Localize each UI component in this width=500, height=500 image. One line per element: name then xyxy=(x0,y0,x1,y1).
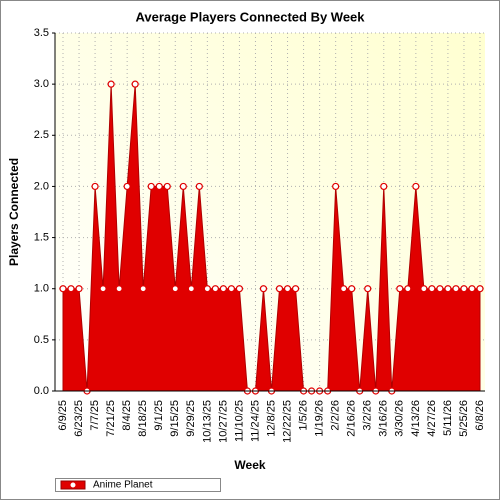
marker xyxy=(348,285,356,293)
marker xyxy=(420,285,428,293)
legend-marker xyxy=(69,481,77,489)
marker xyxy=(219,285,227,293)
x-tick-label: 7/7/25 xyxy=(89,400,101,431)
x-tick-label: 7/21/25 xyxy=(105,400,117,437)
marker xyxy=(99,285,107,293)
marker xyxy=(275,285,284,293)
marker xyxy=(139,285,147,293)
x-tick-label: 3/16/26 xyxy=(378,400,390,437)
y-tick-label: 1.0 xyxy=(34,283,49,295)
marker xyxy=(123,182,131,191)
chart-title: Average Players Connected By Week xyxy=(135,9,365,24)
x-tick-label: 8/4/25 xyxy=(121,400,133,431)
y-tick-label: 2.0 xyxy=(34,180,49,192)
marker xyxy=(412,182,420,191)
marker xyxy=(444,285,452,293)
marker xyxy=(428,285,436,293)
marker xyxy=(476,285,484,293)
x-tick-label: 8/18/25 xyxy=(137,400,149,437)
marker xyxy=(259,285,268,293)
x-tick-label: 11/10/25 xyxy=(233,400,245,442)
x-tick-label: 3/30/26 xyxy=(394,400,406,437)
marker xyxy=(235,285,244,293)
x-tick-label: 1/19/26 xyxy=(314,400,326,437)
marker xyxy=(404,285,412,293)
marker xyxy=(147,182,155,191)
marker xyxy=(460,285,468,293)
y-tick-label: 2.5 xyxy=(34,129,49,141)
y-tick-label: 3.0 xyxy=(34,78,49,90)
area xyxy=(62,84,481,392)
x-tick-label: 2/16/26 xyxy=(346,400,358,437)
x-tick-label: 12/8/25 xyxy=(265,400,277,437)
x-tick-label: 12/22/25 xyxy=(281,400,293,443)
x-tick-label: 2/2/26 xyxy=(330,400,342,431)
marker xyxy=(468,285,476,293)
marker xyxy=(291,285,300,293)
marker xyxy=(67,285,75,293)
marker xyxy=(380,182,388,191)
marker xyxy=(283,285,292,293)
x-tick-label: 10/13/25 xyxy=(201,400,213,443)
y-tick-label: 1.5 xyxy=(34,231,49,243)
y-axis-label: Players Connected xyxy=(7,158,21,266)
y-tick-label: 3.5 xyxy=(34,27,49,39)
x-tick-label: 5/11/26 xyxy=(442,400,454,436)
legend-label: Anime Planet xyxy=(93,480,153,491)
marker xyxy=(332,182,340,191)
x-tick-label: 11/24/25 xyxy=(249,400,261,442)
marker xyxy=(211,285,219,293)
marker xyxy=(452,285,460,293)
x-tick-label: 9/29/25 xyxy=(185,400,197,437)
x-tick-label: 4/27/26 xyxy=(426,400,438,437)
marker xyxy=(59,285,67,293)
x-tick-label: 10/27/25 xyxy=(217,400,229,443)
x-tick-label: 5/25/26 xyxy=(458,400,470,437)
y-tick-label: 0.0 xyxy=(34,385,49,397)
x-tick-label: 6/8/26 xyxy=(474,400,486,431)
marker xyxy=(436,285,444,293)
x-tick-label: 9/1/25 xyxy=(153,400,165,431)
marker xyxy=(187,285,195,293)
x-tick-label: 9/15/25 xyxy=(169,400,181,437)
marker xyxy=(91,182,99,191)
marker xyxy=(75,285,83,293)
marker xyxy=(227,285,236,293)
x-tick-label: 3/2/26 xyxy=(362,400,374,431)
marker xyxy=(195,182,203,191)
x-axis-label: Week xyxy=(234,458,265,472)
legend xyxy=(55,478,221,492)
marker xyxy=(171,285,179,293)
marker xyxy=(131,80,139,88)
x-tick-label: 1/5/26 xyxy=(297,400,309,431)
x-tick-label: 6/9/25 xyxy=(57,400,69,431)
marker xyxy=(115,285,123,293)
x-tick-label: 6/23/25 xyxy=(73,400,85,437)
y-tick-label: 0.5 xyxy=(34,334,49,346)
marker xyxy=(203,285,211,293)
marker xyxy=(163,182,171,191)
marker xyxy=(155,182,163,191)
marker xyxy=(364,285,372,293)
marker xyxy=(340,285,348,293)
x-tick-label: 4/13/26 xyxy=(410,400,422,437)
marker xyxy=(396,285,404,293)
marker xyxy=(179,182,187,191)
marker xyxy=(107,80,115,88)
